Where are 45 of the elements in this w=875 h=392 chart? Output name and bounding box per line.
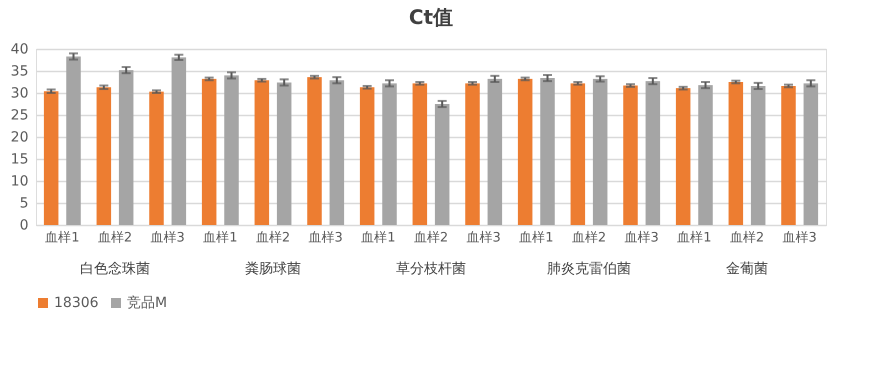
legend-label: 18306 <box>54 295 99 311</box>
x-tick-label: 血样1 <box>677 230 712 246</box>
x-tick-label: 血样3 <box>308 230 343 246</box>
x-tick-label: 血样3 <box>466 230 501 246</box>
x-tick-label: 血样3 <box>782 230 817 246</box>
bar <box>698 85 713 225</box>
bar <box>488 78 502 225</box>
y-tick-label: 35 <box>10 64 28 80</box>
x-tick-label: 血样1 <box>519 230 554 246</box>
legend-label: 竞品M <box>127 295 168 311</box>
chart-title: Ct值 <box>408 5 454 29</box>
bar <box>540 78 555 225</box>
x-tick-label: 血样2 <box>730 230 764 246</box>
y-tick-label: 10 <box>10 174 28 190</box>
x-tick-label: 血样2 <box>256 230 290 246</box>
bar <box>330 80 344 225</box>
bar <box>434 104 450 225</box>
bar <box>66 56 81 225</box>
bar <box>382 83 397 225</box>
bar <box>224 75 239 225</box>
x-tick-label: 血样3 <box>624 230 659 246</box>
bar <box>750 86 766 225</box>
y-tick-label: 0 <box>20 218 28 234</box>
y-tick-label: 20 <box>10 130 28 146</box>
x-tick-label: 血样2 <box>572 230 606 246</box>
bar <box>276 82 292 225</box>
bar <box>118 70 134 225</box>
bar <box>804 83 818 225</box>
text: 肺炎克雷伯菌 <box>547 261 631 277</box>
text: 金葡菌 <box>726 261 768 277</box>
x-tick-label: 血样3 <box>150 230 185 246</box>
text: 粪肠球菌 <box>245 261 301 277</box>
x-tick-label: 血样1 <box>203 230 238 246</box>
y-tick-label: 5 <box>20 196 28 212</box>
y-tick-label: 30 <box>10 86 28 102</box>
x-tick-label: 血样1 <box>45 230 80 246</box>
text: 白色念珠菌 <box>80 261 150 277</box>
x-tick-label: 血样2 <box>98 230 132 246</box>
y-tick-label: 15 <box>10 152 28 168</box>
x-tick-label: 血样2 <box>414 230 448 246</box>
y-tick-label: 25 <box>10 108 28 124</box>
bar <box>646 81 660 225</box>
y-tick-label: 40 <box>10 42 28 58</box>
x-tick-label: 血样1 <box>361 230 396 246</box>
text: 草分枝杆菌 <box>396 261 466 277</box>
